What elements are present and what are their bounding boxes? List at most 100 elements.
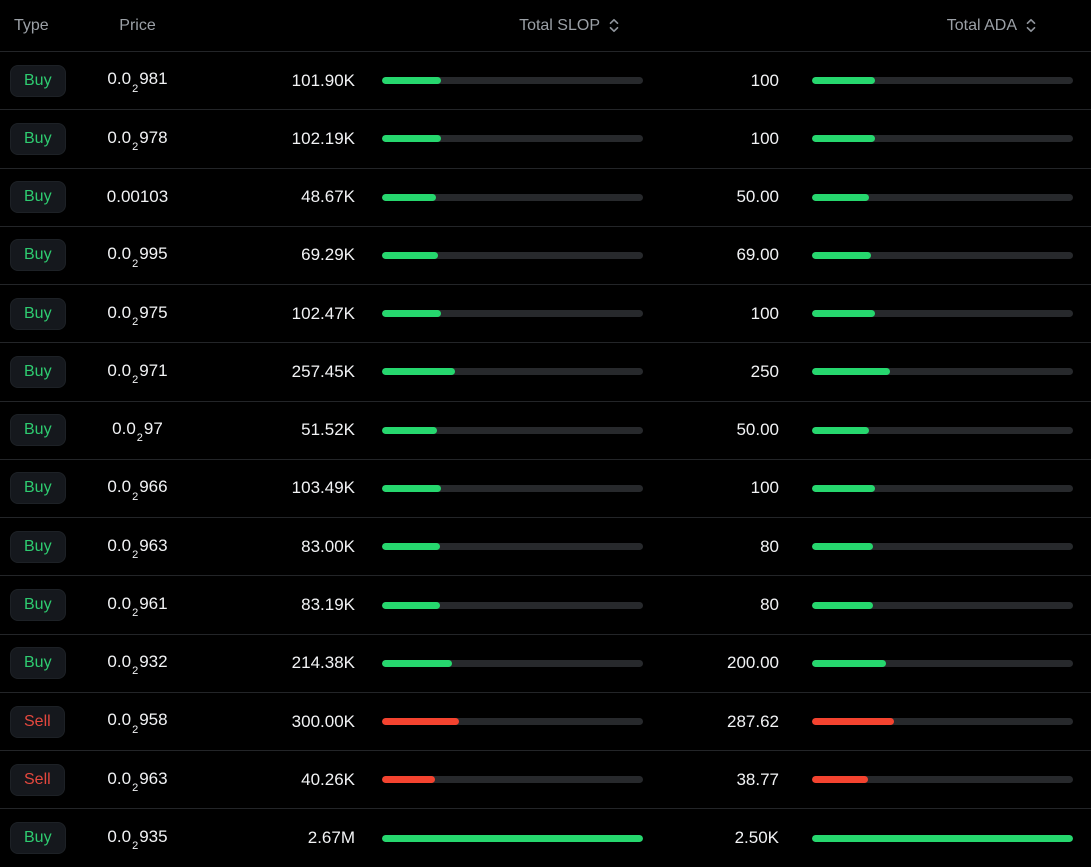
- ada-bar-cell: [781, 77, 1091, 85]
- ada-bar-track: [812, 135, 1073, 143]
- ada-bar-fill: [812, 310, 875, 318]
- slop-bar-fill: [382, 484, 441, 492]
- type-cell: Buy: [0, 239, 75, 272]
- ada-bar-cell: [781, 368, 1091, 376]
- table-row[interactable]: Buy 0.02995 69.29K 69.00: [0, 225, 1091, 284]
- table-row[interactable]: Buy 0.00103 48.67K 50.00: [0, 167, 1091, 226]
- slop-bar-track: [382, 659, 643, 667]
- column-header-total-ada[interactable]: Total ADA: [660, 17, 1091, 35]
- ada-bar-track: [812, 77, 1073, 85]
- total-slop-value: 257.45K: [291, 361, 355, 381]
- total-ada-value: 50.00: [736, 187, 779, 207]
- table-rows: Buy 0.02981 101.90K 100 Buy 0.02978 102.…: [0, 51, 1091, 867]
- ada-bar-cell: [781, 718, 1091, 726]
- total-slop-value: 69.29K: [301, 245, 355, 265]
- type-cell: Buy: [0, 530, 75, 563]
- table-row[interactable]: Buy 0.02935 2.67M 2.50K: [0, 808, 1091, 866]
- ada-bar-fill: [812, 368, 891, 376]
- slop-bar-fill: [382, 601, 440, 609]
- price-value: 0.02981: [107, 69, 168, 95]
- price-value: 0.02966: [107, 477, 168, 503]
- column-header-total-slop-label: Total SLOP: [519, 16, 600, 34]
- price-value: 0.02971: [107, 360, 168, 387]
- ada-bar-fill: [812, 718, 894, 726]
- table-row[interactable]: Buy 0.02961 83.19K 80: [0, 575, 1091, 633]
- total-slop-value: 101.90K: [291, 70, 355, 90]
- price-value: 0.02932: [107, 652, 168, 678]
- trade-type-badge: Sell: [10, 763, 65, 796]
- ada-bar-fill: [812, 601, 873, 609]
- slop-bar-fill: [382, 310, 441, 318]
- total-ada-value: 80: [760, 536, 779, 556]
- type-cell: Buy: [0, 414, 75, 447]
- total-slop-value: 83.00K: [301, 536, 355, 556]
- sort-icon[interactable]: [1025, 18, 1037, 33]
- ada-bar-fill: [812, 251, 871, 259]
- ada-bar-cell: [781, 426, 1091, 434]
- ada-bar-track: [812, 659, 1073, 667]
- slop-bar-fill: [382, 368, 456, 376]
- slop-bar-fill: [382, 834, 643, 842]
- total-ada-value: 100: [750, 478, 779, 498]
- slop-bar-track: [382, 77, 643, 85]
- total-slop-value: 102.47K: [291, 303, 355, 323]
- trade-type-badge: Buy: [10, 181, 66, 214]
- total-ada-value: 100: [750, 70, 779, 90]
- table-header: Type Price Total SLOP Total ADA: [0, 0, 1091, 51]
- ada-bar-track: [812, 310, 1073, 318]
- table-row[interactable]: Buy 0.0297 51.52K 50.00: [0, 400, 1091, 459]
- ada-bar-fill: [812, 776, 869, 784]
- total-slop-value: 214.38K: [291, 653, 355, 673]
- slop-bar-track: [382, 718, 643, 726]
- table-row[interactable]: Sell 0.02963 40.26K 38.77: [0, 750, 1091, 808]
- slop-bar-cell: [357, 135, 660, 143]
- table-row[interactable]: Buy 0.02975 102.47K 100: [0, 284, 1091, 342]
- type-cell: Buy: [0, 181, 75, 214]
- slop-bar-track: [382, 601, 643, 609]
- trade-type-badge: Buy: [10, 530, 66, 563]
- slop-bar-track: [382, 135, 643, 143]
- table-row[interactable]: Sell 0.02958 300.00K 287.62: [0, 691, 1091, 750]
- table-row[interactable]: Buy 0.02981 101.90K 100: [0, 51, 1091, 109]
- ada-bar-cell: [781, 135, 1091, 143]
- slop-bar-track: [382, 543, 643, 551]
- ada-bar-cell: [781, 601, 1091, 609]
- column-header-total-slop[interactable]: Total SLOP: [200, 17, 660, 35]
- table-row[interactable]: Buy 0.02963 83.00K 80: [0, 517, 1091, 575]
- ada-bar-fill: [812, 543, 873, 551]
- slop-bar-fill: [382, 135, 441, 143]
- slop-bar-fill: [382, 718, 459, 726]
- slop-bar-fill: [382, 193, 437, 201]
- type-cell: Buy: [0, 822, 75, 855]
- slop-bar-track: [382, 310, 643, 318]
- ada-bar-fill: [812, 193, 869, 201]
- type-cell: Buy: [0, 647, 75, 680]
- slop-bar-cell: [357, 718, 660, 726]
- ada-bar-cell: [781, 659, 1091, 667]
- total-ada-value: 38.77: [736, 769, 779, 789]
- total-ada-value: 2.50K: [734, 828, 779, 848]
- slop-bar-cell: [357, 543, 660, 551]
- table-row[interactable]: Buy 0.02966 103.49K 100: [0, 458, 1091, 517]
- slop-bar-cell: [357, 310, 660, 318]
- trade-type-badge: Buy: [10, 589, 66, 622]
- sort-icon[interactable]: [608, 18, 620, 33]
- ada-bar-track: [812, 776, 1073, 784]
- type-cell: Buy: [0, 297, 75, 330]
- type-cell: Buy: [0, 589, 75, 622]
- trade-type-badge: Buy: [10, 122, 66, 155]
- trade-type-badge: Buy: [10, 647, 66, 680]
- total-ada-value: 69.00: [736, 245, 779, 265]
- table-row[interactable]: Buy 0.02932 214.38K 200.00: [0, 633, 1091, 692]
- table-row[interactable]: Buy 0.02971 257.45K 250: [0, 342, 1091, 400]
- ada-bar-track: [812, 543, 1073, 551]
- total-ada-value: 80: [760, 595, 779, 615]
- trade-type-badge: Buy: [10, 822, 66, 855]
- total-slop-value: 83.19K: [301, 595, 355, 615]
- total-slop-value: 102.19K: [291, 128, 355, 148]
- total-slop-value: 300.00K: [291, 711, 355, 731]
- table-row[interactable]: Buy 0.02978 102.19K 100: [0, 109, 1091, 167]
- ada-bar-fill: [812, 834, 1073, 842]
- price-value: 0.02963: [107, 768, 168, 795]
